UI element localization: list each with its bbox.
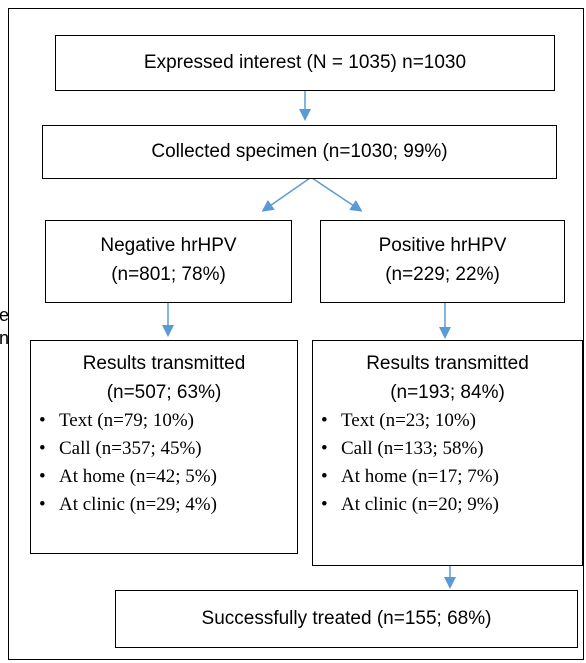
node: Negative hrHPV (n=801; 78%) (45, 220, 292, 303)
bullet-item: At home (n=42; 5%) (31, 463, 297, 491)
node-label: Results transmitted (366, 353, 529, 374)
arrow (261, 177, 311, 212)
node-label: Positive hrHPV (378, 235, 507, 256)
node: Results transmitted (n=193; 84%) Text (n=2… (312, 340, 583, 566)
node: Collected specimen (n=1030; 99%) (42, 125, 557, 179)
bullet-item: Text (n=23; 10%) (313, 407, 582, 435)
node-label: (n=507; 63%) (106, 382, 222, 403)
node-label: (n=801; 78%) (111, 264, 226, 285)
bullet-item: Text (n=79; 10%) (31, 407, 297, 435)
node: Results transmitted (n=507; 63%) Text (n=7… (30, 340, 298, 554)
node: Positive hrHPV (n=229; 22%) (320, 220, 565, 303)
node-label: (n=229; 22%) (385, 264, 500, 285)
node: Expressed interest (N = 1035) n=1030 (55, 35, 555, 91)
arrow (311, 177, 363, 212)
frame (8, 8, 584, 660)
node-label: Results transmitted (82, 353, 246, 374)
bullet-item: At clinic (n=20; 9%) (313, 491, 582, 519)
bullet-item: Call (n=133; 58%) (313, 435, 582, 463)
node-label: Collected specimen (n=1030; 99%) (151, 141, 448, 162)
fragment: e (0, 305, 10, 325)
bullet-item: At clinic (n=29; 4%) (31, 491, 297, 519)
bullet-item: At home (n=17; 7%) (313, 463, 582, 491)
fragment: n (0, 328, 10, 348)
bullet-item: Call (n=357; 45%) (31, 435, 297, 463)
node-label: Successfully treated (n=155; 68%) (201, 608, 492, 629)
node-label: Negative hrHPV (100, 235, 237, 256)
node: Successfully treated (n=155; 68%) (115, 590, 578, 648)
node-label: Expressed interest (N = 1035) n=1030 (143, 52, 467, 73)
node-label: (n=193; 84%) (390, 382, 505, 403)
